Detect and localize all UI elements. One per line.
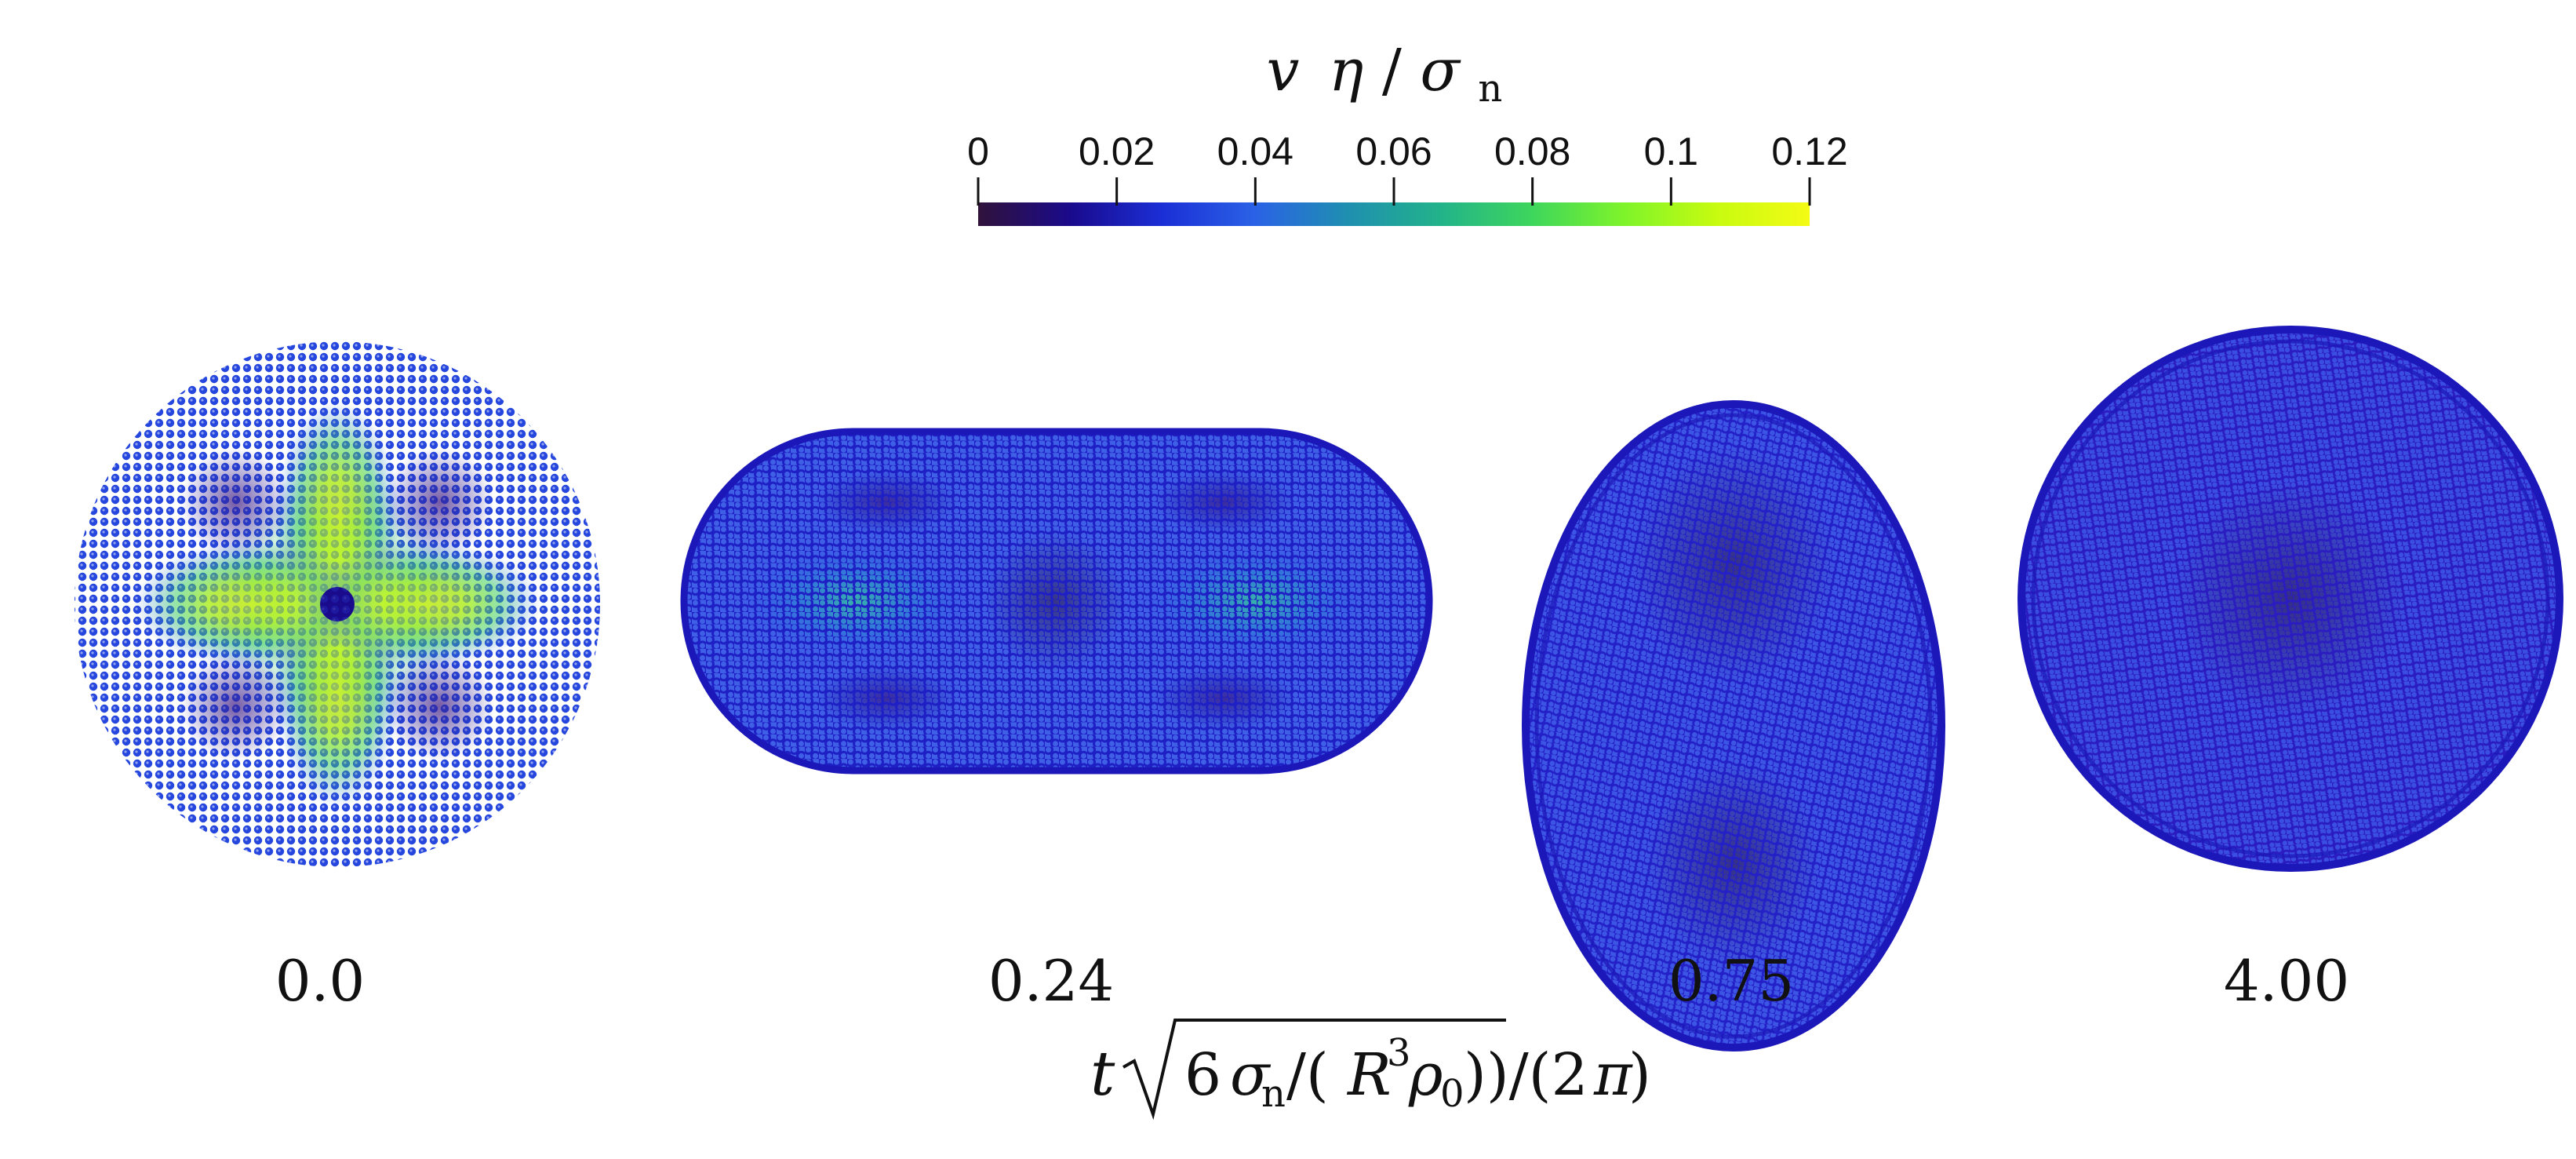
colorbar-ticks: 0 0.02 0.04 0.06 0.08 0.1 0.12 xyxy=(967,129,1848,206)
time-axis-label: t 6 σ n /( R 3 ρ 0 ))/(2 π ) xyxy=(1090,1019,1651,1121)
panel-t-0 xyxy=(75,341,600,867)
svg-text:/(: /( xyxy=(1286,1041,1329,1109)
colorbar-tick-label: 0.06 xyxy=(1355,129,1432,173)
panel-label-1: 0.24 xyxy=(988,948,1114,1014)
svg-text:ρ: ρ xyxy=(1408,1041,1443,1109)
svg-text:t: t xyxy=(1090,1039,1115,1110)
svg-text:0: 0 xyxy=(1440,1072,1464,1116)
panel-label-3: 4.00 xyxy=(2224,948,2349,1014)
svg-text:3: 3 xyxy=(1387,1031,1411,1075)
colorbar-title: v η / σ n xyxy=(1267,37,1503,111)
panel-label-0: 0.0 xyxy=(275,948,366,1014)
colorbar-tick-label: 0.12 xyxy=(1771,129,1847,173)
panel-t-0.24 xyxy=(680,428,1433,774)
svg-text:): ) xyxy=(1628,1041,1651,1109)
colorbar-tick-label: 0.08 xyxy=(1494,129,1570,173)
colorbar: v η / σ n 0 0.02 0.04 0.06 0.08 0.1 0.12 xyxy=(967,37,1848,226)
svg-text:n: n xyxy=(1261,1072,1286,1116)
svg-text:π: π xyxy=(1593,1041,1633,1109)
svg-text:))/(2: ))/(2 xyxy=(1464,1041,1588,1109)
svg-text:σ: σ xyxy=(1230,1041,1272,1109)
colorbar-tick-label: 0.04 xyxy=(1217,129,1293,173)
colorbar-tick-label: 0 xyxy=(967,129,989,173)
svg-text:6: 6 xyxy=(1184,1041,1221,1109)
colorbar-gradient xyxy=(978,202,1810,226)
panel-label-2: 0.75 xyxy=(1668,948,1794,1014)
panel-t-4.00 xyxy=(2018,326,2563,872)
colorbar-tick-label: 0.1 xyxy=(1644,129,1699,173)
panel-t-0.75 xyxy=(1522,400,1945,1051)
colorbar-tick-label: 0.02 xyxy=(1079,129,1155,173)
svg-text:R: R xyxy=(1346,1041,1392,1109)
